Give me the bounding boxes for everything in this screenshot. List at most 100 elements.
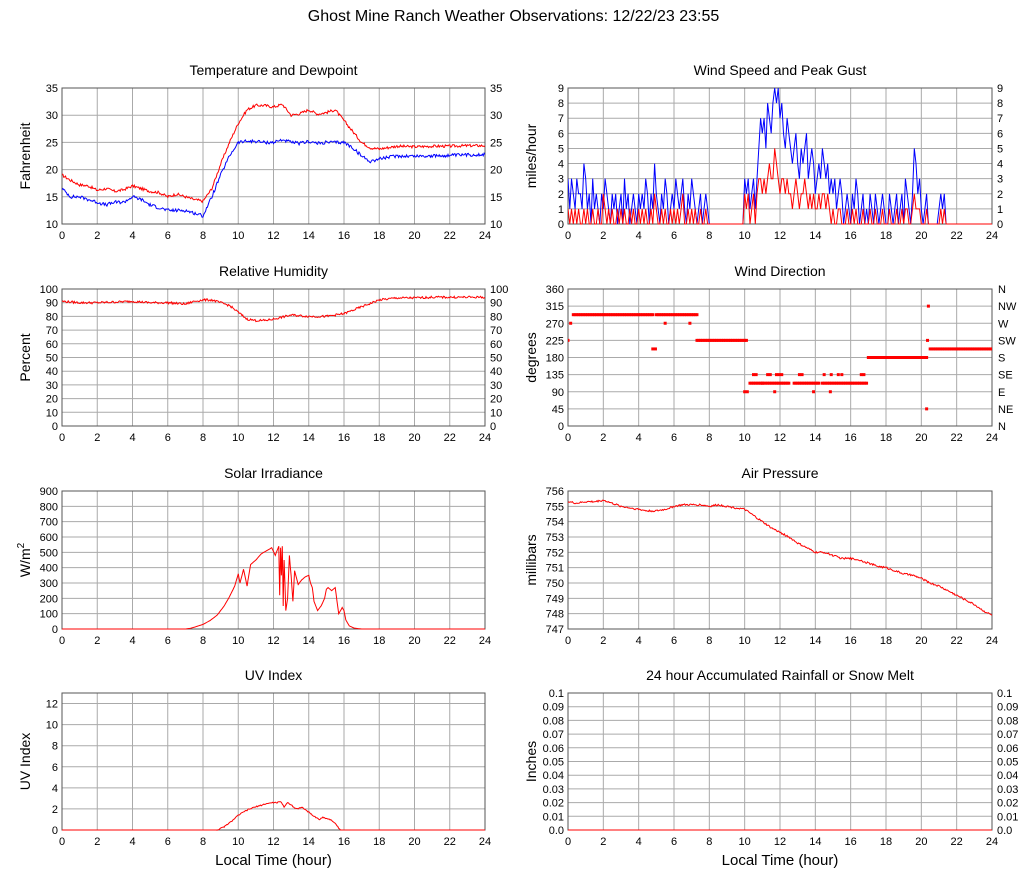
x-tick-label: 8	[706, 635, 712, 647]
data-point	[964, 347, 967, 351]
data-point	[785, 381, 789, 385]
data-point	[937, 347, 941, 351]
x-tick-label: 12	[774, 836, 786, 848]
x-tick-label: 14	[303, 635, 315, 647]
data-point	[619, 313, 623, 317]
x-tick-label: 12	[267, 836, 279, 848]
y-tick-label: 700	[40, 517, 58, 529]
data-point	[893, 356, 897, 359]
y-tick-label-right: 0.01	[997, 811, 1018, 823]
chart-title: Air Pressure	[741, 465, 818, 481]
data-point	[810, 381, 814, 385]
y-tick-label: 7	[558, 113, 564, 125]
data-point	[736, 338, 740, 342]
x-tick-label: 18	[373, 432, 385, 444]
data-point	[764, 381, 768, 385]
data-point	[949, 347, 953, 351]
data-point	[880, 356, 884, 359]
x-tick-label: 18	[880, 432, 892, 444]
data-point	[575, 313, 579, 317]
x-tick-label: 20	[408, 635, 420, 647]
x-tick-label: 16	[338, 230, 350, 242]
data-point	[946, 347, 950, 351]
data-point	[759, 381, 763, 385]
plot-area	[62, 546, 485, 630]
data-point	[732, 338, 736, 342]
data-point	[716, 338, 720, 342]
y-axis-label-text: Percent	[17, 333, 33, 381]
data-point	[677, 313, 681, 317]
y-tick-label: 100	[40, 609, 58, 621]
data-point	[875, 356, 879, 359]
data-point	[847, 381, 851, 385]
data-point	[935, 347, 939, 351]
data-point	[967, 347, 971, 351]
data-point	[766, 373, 770, 377]
x-tick-label: 16	[845, 230, 857, 242]
x-tick-label: 0	[565, 230, 571, 242]
data-point	[743, 390, 747, 394]
x-tick-label: 4	[636, 230, 642, 242]
data-point	[916, 356, 920, 359]
x-tick-label: 12	[774, 432, 786, 444]
x-tick-label: 18	[373, 230, 385, 242]
y-tick-label-right: 0.09	[997, 702, 1018, 714]
y-tick-label: 70	[46, 325, 58, 337]
data-point	[741, 338, 745, 342]
y-tick-label-right: 2	[997, 189, 1003, 201]
data-point	[600, 313, 604, 317]
y-axis-label: Inches	[523, 741, 539, 782]
data-point	[944, 347, 948, 351]
x-tick-label: 8	[706, 230, 712, 242]
x-tick-label: 6	[671, 230, 677, 242]
y-tick-label: 600	[40, 532, 58, 544]
data-point	[971, 347, 975, 351]
data-point	[882, 356, 886, 359]
y-tick-label-right: 10	[490, 219, 502, 231]
data-point	[569, 321, 573, 325]
y-tick-label: 747	[546, 624, 564, 636]
data-point	[833, 381, 837, 385]
y-tick-label: 900	[40, 486, 58, 498]
x-tick-label: 16	[845, 635, 857, 647]
y-tick-label: 6	[558, 128, 564, 140]
x-tick-label: 24	[986, 230, 998, 242]
y-tick-label: 360	[546, 284, 564, 296]
data-point	[806, 381, 810, 385]
data-point	[990, 347, 992, 351]
data-point	[854, 381, 858, 385]
x-tick-label: 22	[951, 230, 963, 242]
y-tick-label: 315	[546, 301, 564, 313]
x-tick-label: 12	[267, 635, 279, 647]
x-tick-label: 6	[671, 432, 677, 444]
data-point	[774, 381, 778, 385]
data-point	[861, 381, 865, 385]
data-point	[605, 313, 609, 317]
data-point	[626, 313, 630, 317]
y-tick-label: 90	[46, 298, 58, 310]
data-point	[621, 313, 625, 317]
x-tick-label: 0	[59, 432, 65, 444]
y-tick-label-right: 90	[490, 298, 502, 310]
y-axis-label-text: degrees	[523, 332, 539, 383]
y-tick-label: 270	[546, 318, 564, 330]
data-point	[866, 356, 870, 359]
x-tick-label: 4	[129, 230, 135, 242]
data-point	[858, 381, 861, 385]
data-point	[614, 313, 618, 317]
data-point	[797, 373, 801, 377]
y-tick-label: 0.07	[543, 729, 564, 741]
data-point	[628, 313, 632, 317]
data-point	[568, 338, 570, 342]
data-point	[986, 347, 990, 351]
data-point	[923, 356, 927, 359]
x-tick-label: 18	[373, 836, 385, 848]
data-point	[805, 381, 808, 385]
data-point	[911, 356, 914, 359]
x-tick-label: 16	[338, 432, 350, 444]
data-point	[939, 347, 943, 351]
data-point	[577, 313, 581, 317]
series-line	[62, 801, 485, 831]
data-point	[905, 356, 909, 359]
